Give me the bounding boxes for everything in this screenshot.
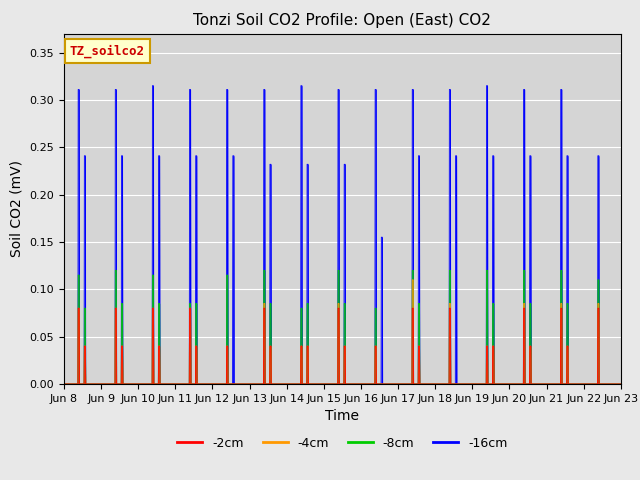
Bar [212, 34, 287, 384]
Text: TZ_soilco2: TZ_soilco2 [70, 44, 145, 58]
Bar [584, 34, 621, 384]
Legend: -2cm, -4cm, -8cm, -16cm: -2cm, -4cm, -8cm, -16cm [172, 432, 513, 455]
Bar [361, 34, 435, 384]
Bar [509, 34, 584, 384]
Bar [138, 34, 212, 384]
Bar [435, 34, 509, 384]
Bar [64, 34, 138, 384]
Bar [287, 34, 361, 384]
Y-axis label: Soil CO2 (mV): Soil CO2 (mV) [10, 160, 24, 257]
X-axis label: Time: Time [325, 409, 360, 423]
Title: Tonzi Soil CO2 Profile: Open (East) CO2: Tonzi Soil CO2 Profile: Open (East) CO2 [193, 13, 492, 28]
